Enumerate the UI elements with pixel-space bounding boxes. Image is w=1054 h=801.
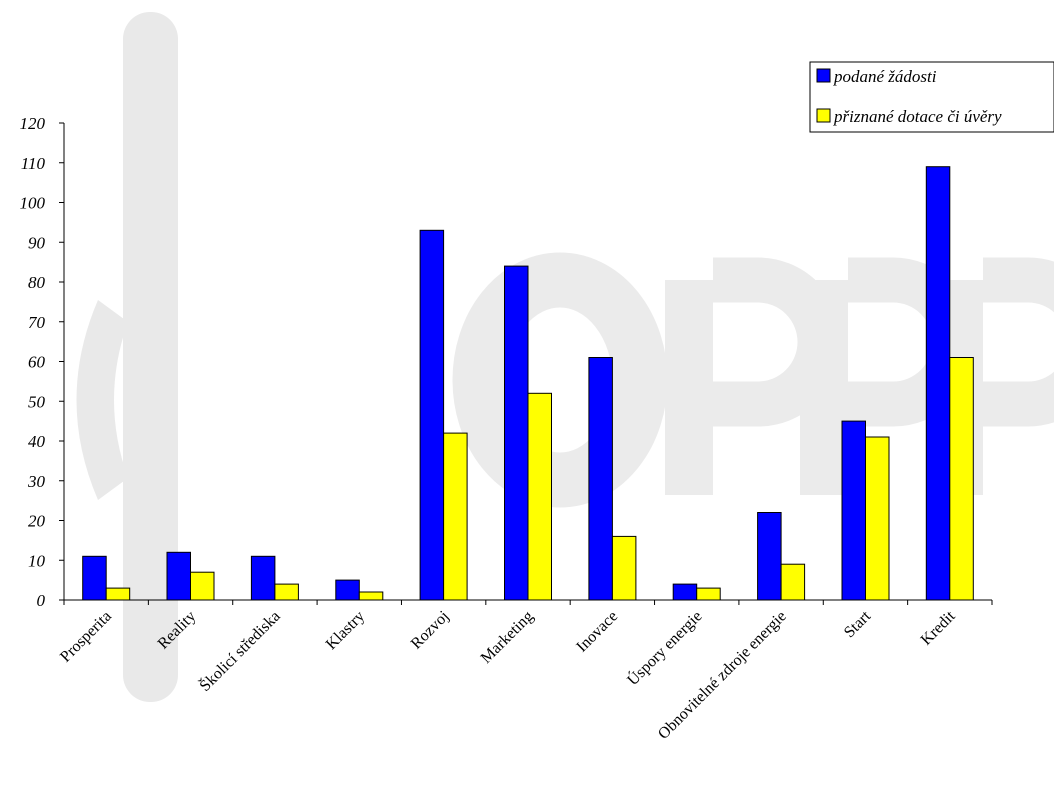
x-category-label-2: Školicí střediska xyxy=(195,606,284,695)
x-category-label-0: Prosperita xyxy=(57,608,115,666)
bar-podane-1 xyxy=(166,551,191,601)
bar-podane-5 xyxy=(504,265,529,601)
x-category-label-7: Úspory energie xyxy=(623,606,706,689)
legend-box xyxy=(809,61,1054,133)
x-category-label-5: Marketing xyxy=(478,608,537,667)
y-tick-label-0: 0 xyxy=(37,591,46,610)
y-tick-label-40: 40 xyxy=(28,432,46,451)
x-category-label-9: Start xyxy=(841,607,875,641)
bar-podane-2 xyxy=(250,555,276,601)
bar-priznane-4 xyxy=(443,432,468,601)
x-category-label-3: Klastry xyxy=(323,608,368,653)
legend-label-priznane: přiznané dotace či úvěry xyxy=(833,107,1002,126)
bar-priznane-2 xyxy=(274,583,299,601)
bar-priznane-6 xyxy=(611,535,637,601)
bar-podane-10 xyxy=(925,166,951,601)
bar-priznane-9 xyxy=(865,436,890,601)
bar-priznane-3 xyxy=(358,591,384,601)
watermark-arc-inner xyxy=(76,300,128,500)
bar-podane-3 xyxy=(335,579,360,601)
bar-priznane-0 xyxy=(105,587,131,601)
bar-podane-6 xyxy=(588,357,613,601)
bar-priznane-7 xyxy=(696,587,721,601)
y-tick-label-10: 10 xyxy=(28,551,46,570)
y-tick-label-100: 100 xyxy=(20,194,46,213)
y-tick-label-90: 90 xyxy=(28,233,46,252)
watermark-letter-p-1 xyxy=(665,257,843,495)
bar-priznane-10 xyxy=(949,357,974,601)
legend-swatch-podane xyxy=(816,68,831,83)
legend-label-podane: podané žádosti xyxy=(833,67,937,86)
legend: podané žádosti přiznané dotace či úvěry xyxy=(809,61,1054,133)
bar-priznane-1 xyxy=(190,571,215,601)
bar-priznane-8 xyxy=(780,563,806,601)
y-tick-label-70: 70 xyxy=(28,313,46,332)
bar-podane-7 xyxy=(672,583,698,601)
y-tick-label-30: 30 xyxy=(27,472,46,491)
x-category-label-6: Inovace xyxy=(573,608,621,656)
x-category-label-10: Kredit xyxy=(918,607,959,648)
y-tick-label-20: 20 xyxy=(28,512,46,531)
bar-podane-9 xyxy=(841,420,866,601)
y-tick-label-80: 80 xyxy=(28,273,46,292)
bars xyxy=(82,166,974,601)
watermark-letter-o xyxy=(452,252,668,508)
bar-priznane-5 xyxy=(527,392,552,601)
x-category-label-4: Rozvoj xyxy=(408,608,453,653)
bar-podane-8 xyxy=(757,512,782,601)
bar-podane-0 xyxy=(82,555,107,601)
legend-swatch-priznane xyxy=(816,108,831,123)
y-tick-label-120: 120 xyxy=(20,114,46,133)
y-tick-label-110: 110 xyxy=(21,154,46,173)
y-tick-label-60: 60 xyxy=(28,353,46,372)
watermark-arc-outer xyxy=(123,12,178,702)
bar-podane-4 xyxy=(419,229,445,601)
y-tick-label-50: 50 xyxy=(28,392,46,411)
